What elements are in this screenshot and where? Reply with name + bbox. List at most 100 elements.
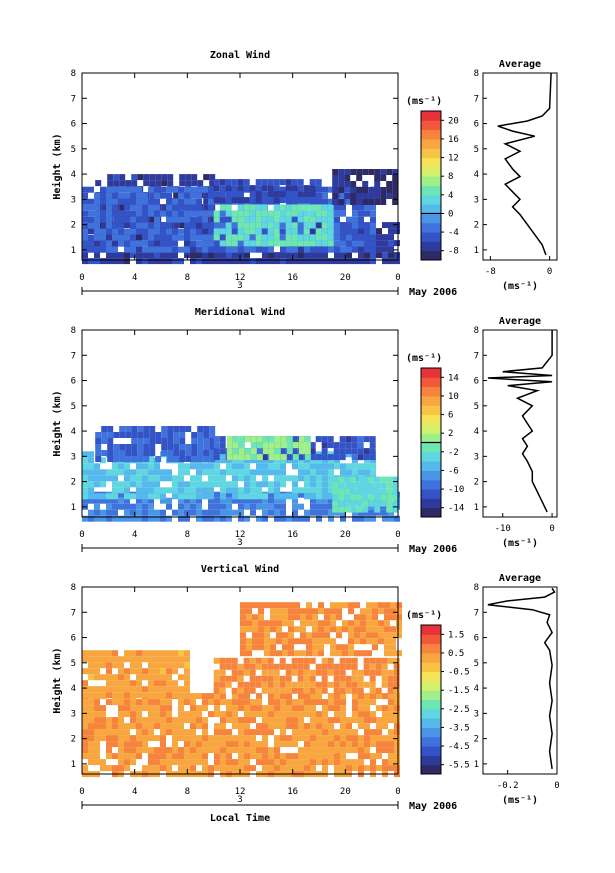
heatmap-cell [396,650,402,657]
heatmap-cell [321,669,328,676]
heatmap-cell [208,234,214,241]
heatmap-cell [334,765,340,772]
heatmap-cell [312,632,318,639]
heatmap-cell [333,669,340,676]
heatmap-cell [226,729,232,736]
heatmap-cell [352,246,358,253]
heatmap-cell [237,191,244,198]
heatmap-cell [166,246,172,253]
heatmap-cell [366,638,372,645]
heatmap-cell [334,711,340,718]
heatmap-cell [136,481,142,488]
heatmap-cell [118,234,124,241]
heatmap-cell [154,650,160,657]
heatmap-cell [288,626,294,633]
heatmap-cell [324,608,330,615]
heatmap-cell [202,515,208,522]
heatmap-cell [346,186,352,193]
heatmap-cell [346,717,352,724]
heatmap-cell [366,626,372,633]
heatmap-cell [112,469,118,476]
heatmap-cell [112,662,118,669]
heatmap-cell [136,656,142,663]
heatmap-cell [202,723,208,730]
heatmap-cell [358,240,364,247]
heatmap-cell [334,509,340,516]
heatmap-cell [172,753,178,760]
heatmap-cell [390,626,396,633]
colorbar-tick-label: -6 [448,466,459,476]
heatmap-cell [167,438,174,444]
heatmap-cell [118,216,124,223]
heatmap-cell [292,246,298,253]
heatmap-cell [142,747,148,754]
heatmap-cell [382,705,388,712]
heatmap-cell [316,463,322,470]
heatmap-cell [225,675,232,682]
heatmap-cell [167,444,174,450]
heatmap-cell [82,457,88,464]
heatmap-cell [142,493,148,500]
heatmap-cell [209,432,216,438]
average-x-tick-label: -8 [485,267,496,277]
heatmap-cell [316,252,322,259]
heatmap-cell [100,686,106,693]
heatmap-cell [262,436,269,443]
heatmap-cell [393,675,400,682]
y-tick-label: 1 [71,503,76,513]
heatmap-cell [112,240,118,247]
heatmap-cell [328,515,334,522]
heatmap-cell [213,687,220,694]
colorbar-segment [421,120,441,131]
heatmap-cell [237,687,244,694]
heatmap-cell [368,482,375,489]
heatmap-cell [364,210,370,217]
heatmap-cell [148,735,154,742]
heatmap-cell [356,193,363,199]
heatmap-cell [304,252,310,259]
heatmap-cell [312,626,318,633]
heatmap-cell [94,234,100,241]
heatmap-cell [166,222,172,229]
heatmap-cell [346,451,352,458]
heatmap-cell [375,663,382,670]
heatmap-cell [382,246,388,253]
heatmap-cell [178,192,184,199]
heatmap-cell [142,463,148,470]
heatmap-cell [154,692,160,699]
heatmap-cell [364,222,370,229]
heatmap-cell [370,741,376,748]
heatmap-cell [148,674,154,681]
heatmap-cell [255,663,262,670]
heatmap-cell [220,497,226,504]
heatmap-cell [300,614,306,621]
heatmap-cell [288,602,294,609]
heatmap-cell [237,204,244,211]
heatmap-cell [208,210,214,217]
month-label: May 2006 [409,544,457,555]
colorbar-segment [421,708,441,719]
heatmap-cell [333,681,340,688]
heatmap-cell [190,747,196,754]
heatmap-cell [274,463,280,470]
colorbar-segment [421,185,441,196]
heatmap-cell [310,463,316,470]
heatmap-cell [268,503,274,510]
heatmap-cell [213,216,220,223]
heatmap-cell [154,668,160,675]
heatmap-cell [268,252,274,259]
y-tick-label: 5 [71,145,76,155]
heatmap-cell [285,675,292,682]
heatmap-cell [369,663,376,670]
heatmap-cell [370,735,376,742]
heatmap-cell [370,469,376,476]
heatmap-cell [100,515,106,522]
heatmap-cell [374,488,381,495]
heatmap-cell [286,252,292,259]
heatmap-cell [214,475,220,482]
heatmap-cell [179,432,186,438]
colorbar-segment [421,414,441,425]
heatmap-cell [328,705,334,712]
heatmap-cell [268,491,274,498]
heatmap-cell [333,454,340,461]
